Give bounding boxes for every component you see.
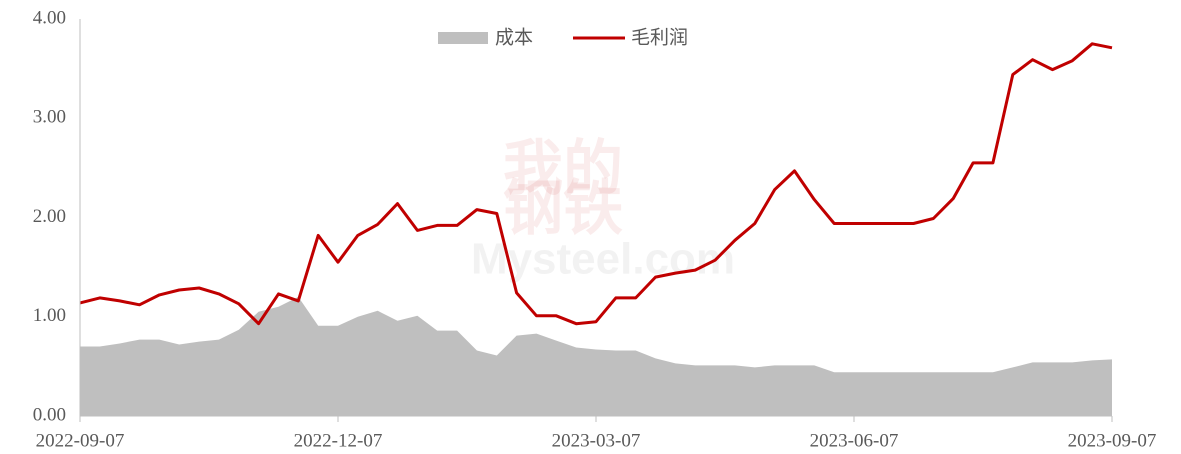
legend-swatch bbox=[438, 32, 488, 44]
legend-label: 成本 bbox=[495, 26, 533, 48]
watermark: 钢铁 bbox=[503, 176, 623, 242]
watermark: 我的 bbox=[503, 136, 623, 202]
watermark: Mysteel.com bbox=[471, 235, 735, 284]
x-tick-label: 2023-09-07 bbox=[1068, 430, 1157, 451]
x-tick-label: 2022-12-07 bbox=[294, 430, 383, 451]
y-tick-label: 3.00 bbox=[33, 107, 66, 128]
line bbox=[79, 42, 1113, 326]
y-tick-label: 4.00 bbox=[33, 7, 66, 28]
x-tick-label: 2023-03-07 bbox=[552, 430, 641, 451]
x-tick-label: 2023-06-07 bbox=[810, 430, 899, 451]
y-tick-label: 0.00 bbox=[33, 404, 66, 425]
y-tick-label: 2.00 bbox=[33, 206, 66, 227]
x-tick-label: 2022-09-07 bbox=[36, 430, 125, 451]
legend-label: 毛利润 bbox=[631, 26, 688, 48]
y-tick-label: 1.00 bbox=[33, 305, 66, 326]
area bbox=[80, 296, 1112, 416]
